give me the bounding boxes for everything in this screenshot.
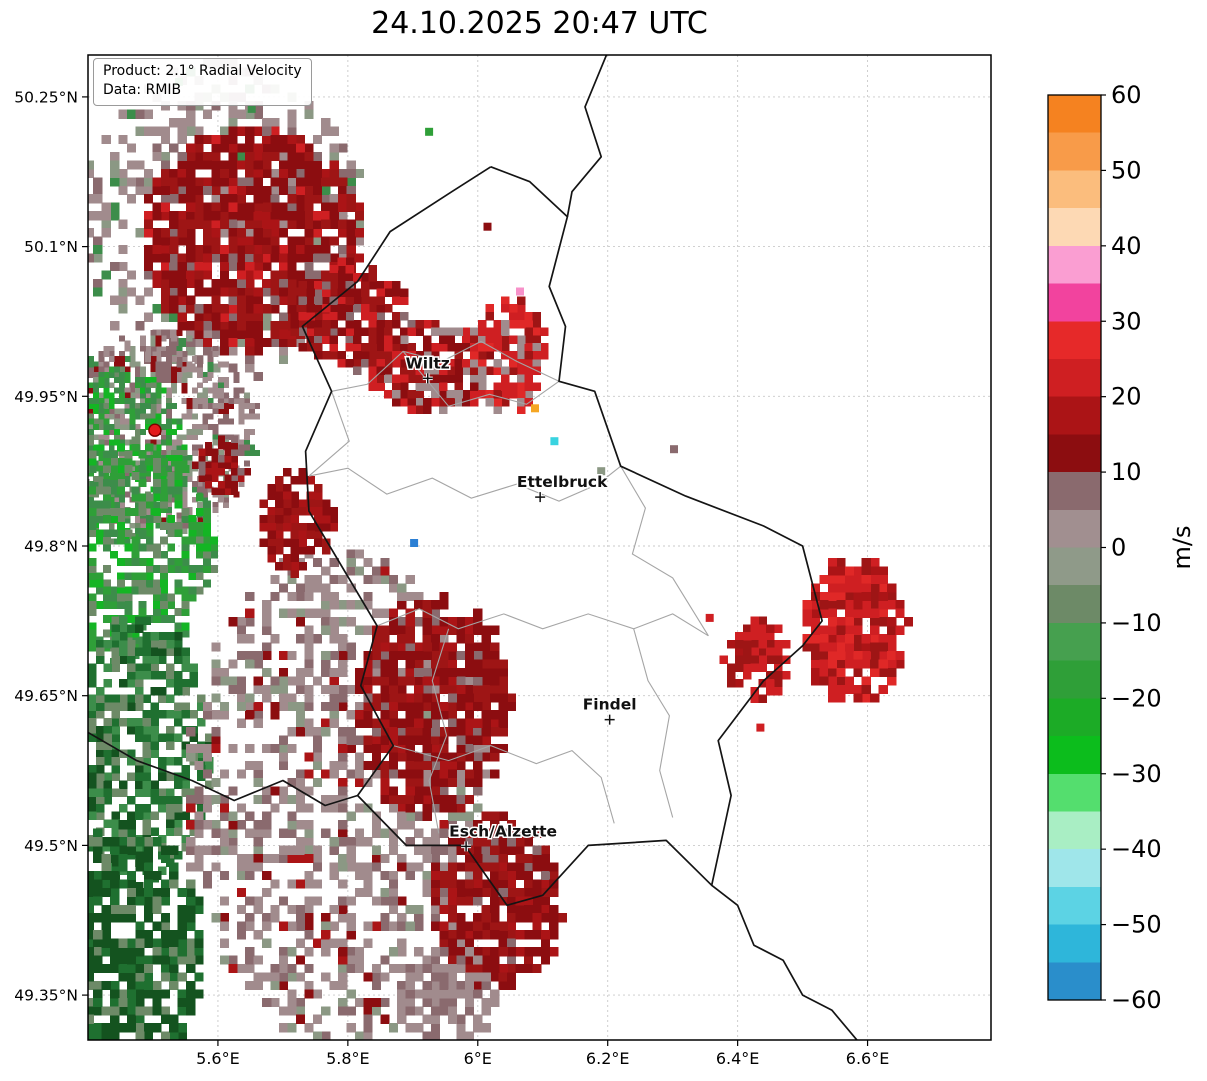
figure-title: 24.10.2025 20:47 UTC: [371, 6, 708, 41]
colorbar: 60 50 40 30 20 10 0 −10 −20 −30 −40 −50 −60 m/s: [1047, 81, 1196, 1014]
cells-radar-east-red: [191, 435, 252, 495]
colorbar-tick-label: 50: [1111, 156, 1142, 184]
cells-west-darkred-small: [259, 468, 339, 579]
colorbar-tick-label: −40: [1111, 835, 1162, 863]
y-tick-label: 50.1°N: [24, 238, 78, 256]
colorbar-tick-label: 10: [1111, 458, 1142, 486]
colorbar-tick-label: −30: [1111, 760, 1162, 788]
y-tick-label: 49.5°N: [24, 837, 78, 855]
x-tick-label: 6.2°E: [586, 1049, 630, 1068]
city-labels: Wiltz Ettelbruck Findel Esch/Alzette: [404, 353, 638, 852]
cells-south-mauve-tail: [397, 947, 500, 1040]
radar-velocity-field: [88, 58, 914, 1040]
cells-sw-darkred-blob: [355, 591, 517, 821]
cells-sw-darkgreen-corner: [88, 820, 204, 1040]
colorbar-tick-label: 40: [1111, 232, 1142, 260]
y-tick-label: 49.35°N: [14, 987, 78, 1005]
plot-frame: [87, 54, 992, 1041]
y-tick-label: 50.25°N: [14, 88, 78, 106]
x-tick-label: 6.6°E: [846, 1049, 890, 1068]
y-tick-label: 49.8°N: [24, 538, 78, 556]
cells-east-red-blob: [802, 558, 914, 703]
product-info-box: Product: 2.1° Radial Velocity Data: RMIB: [93, 58, 312, 106]
city-label-ettelbruck: Ettelbruck: [517, 473, 608, 491]
colorbar-tick-label: 0: [1111, 534, 1126, 562]
data-source-label: Data: RMIB: [103, 82, 182, 99]
city-label-wiltz: Wiltz: [406, 354, 450, 372]
city-label-findel: Findel: [583, 696, 637, 714]
colorbar-tick-label: 20: [1111, 383, 1142, 411]
product-name-label: Product: 2.1° Radial Velocity: [103, 63, 302, 79]
colorbar-tick-label: −60: [1111, 986, 1162, 1014]
colorbar-tick-label: −20: [1111, 684, 1162, 712]
colorbar-unit-label: m/s: [1168, 526, 1196, 570]
x-tick-label: 6.4°E: [716, 1049, 760, 1068]
colorbar-tick-label: 60: [1111, 81, 1142, 109]
cells-esch-darkred: [431, 811, 567, 991]
x-tick-label: 6°E: [464, 1049, 492, 1068]
radar-site-marker: [148, 423, 162, 437]
colorbar-tick-label: −50: [1111, 911, 1162, 939]
y-tick-label: 49.95°N: [14, 388, 78, 406]
axes: 5.6°E 5.8°E 6°E 6.2°E 6.4°E 6.6°E 50.25°N 50.1°…: [14, 88, 889, 1068]
x-tick-label: 5.8°E: [326, 1049, 370, 1068]
colorbar-tick-label: −10: [1111, 609, 1162, 637]
city-label-esch-alzette: Esch/Alzette: [449, 822, 557, 840]
y-tick-label: 49.65°N: [14, 687, 78, 705]
district-borders: [308, 340, 709, 834]
country-borders: [88, 55, 859, 1040]
colorbar-tick-label: 30: [1111, 307, 1142, 335]
x-tick-label: 5.6°E: [196, 1049, 240, 1068]
